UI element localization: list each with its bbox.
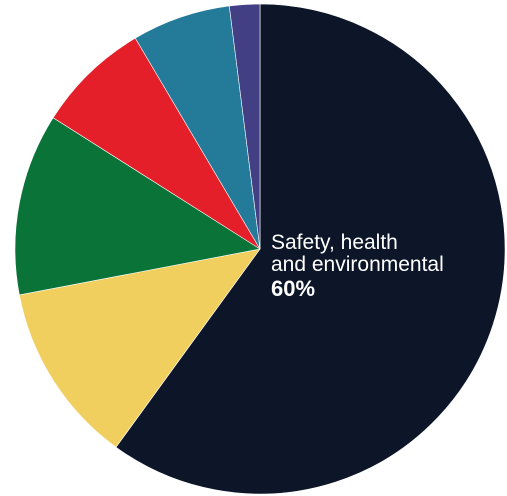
- slice-label-line-2: and environmental: [271, 253, 444, 276]
- slice-label-percent: 60%: [271, 276, 316, 301]
- pie-slice-4: [52, 37, 261, 250]
- pie-slice-3: [14, 117, 261, 296]
- largest-slice-label: Safety, health and environmental 60%: [271, 232, 501, 302]
- slice-label-line-1: Safety, health: [271, 231, 398, 254]
- pie-slice-1: [115, 3, 506, 495]
- pie-slice-2: [18, 248, 261, 448]
- pie-slice-6: [228, 3, 261, 250]
